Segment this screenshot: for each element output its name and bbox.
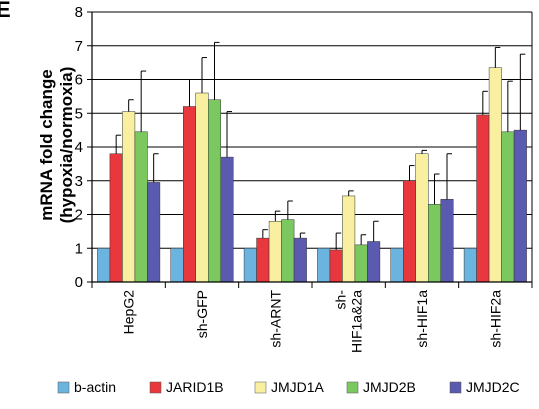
legend-swatch — [149, 381, 162, 394]
y-tick-label: 3 — [75, 173, 83, 190]
bar — [134, 131, 148, 283]
bar — [440, 199, 454, 283]
bar — [317, 248, 331, 283]
bar — [403, 180, 416, 283]
x-category-label: sh-HIF1a — [414, 290, 430, 348]
x-category-label: HepG2 — [121, 290, 137, 335]
bar — [293, 237, 307, 283]
legend-swatch — [254, 381, 267, 394]
bar — [122, 111, 136, 283]
bar — [428, 204, 441, 283]
y-tick-label: 0 — [75, 274, 83, 291]
bar — [281, 219, 295, 283]
legend-swatch — [346, 381, 359, 394]
y-tick-label: 1 — [75, 240, 83, 257]
bar — [476, 114, 490, 283]
legend-swatch — [57, 381, 70, 394]
y-tick-label: 8 — [75, 4, 83, 21]
y-tick-label: 2 — [75, 207, 83, 224]
legend: b-actin JARID1B JMJD1A JMJD2B JMJD2C — [57, 379, 520, 395]
bar — [463, 248, 477, 283]
y-tick-label: 6 — [75, 72, 83, 89]
bar — [109, 153, 123, 283]
plot-area: 0 1 2 3 4 5 6 7 8 HepG2 sh-GFP sh-ARNT sh- HIF1a&2a sh… — [75, 4, 533, 353]
x-category-label: sh-HIF2a — [487, 290, 503, 348]
bar — [183, 106, 196, 283]
legend-label: JMJD2B — [363, 379, 416, 395]
bar — [147, 182, 161, 283]
bar — [390, 248, 404, 283]
bar — [367, 241, 381, 283]
y-axis-label-line-2: (hypoxia/normoxia) — [57, 67, 76, 224]
legend-label: JMJD1A — [271, 379, 325, 395]
y-axis-label-line-1: mRNA fold change — [37, 69, 56, 220]
bar — [97, 248, 111, 283]
bar — [256, 237, 270, 283]
bar — [513, 129, 527, 283]
y-tick-label: 4 — [75, 139, 83, 156]
x-category-label: sh- — [333, 290, 349, 310]
legend-label: JMJD2C — [466, 379, 520, 395]
bar — [354, 244, 368, 283]
bar — [342, 195, 356, 283]
y-tick-label: 7 — [75, 38, 83, 55]
bar — [243, 248, 257, 283]
legend-swatch — [449, 381, 462, 394]
legend-label: b-actin — [74, 379, 116, 395]
bar — [329, 249, 343, 283]
panel-letter: E — [0, 0, 11, 22]
bar — [208, 99, 221, 283]
x-category-label: sh-GFP — [194, 290, 210, 338]
bar — [170, 248, 184, 283]
y-tick-label: 5 — [75, 105, 83, 122]
bar — [268, 221, 282, 283]
bar — [220, 156, 234, 283]
bar — [488, 67, 502, 283]
y-axis-label: mRNA fold change (hypoxia/normoxia) — [37, 67, 76, 224]
bar — [195, 92, 209, 283]
bar — [415, 153, 429, 283]
legend-label: JARID1B — [166, 379, 224, 395]
x-category-label: sh-ARNT — [267, 290, 283, 348]
x-category-label: HIF1a&2a — [349, 290, 365, 353]
bar — [501, 131, 515, 283]
